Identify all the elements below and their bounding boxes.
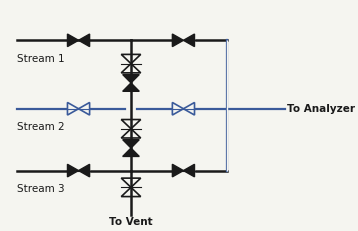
Polygon shape [123,148,139,156]
Text: Stream 2: Stream 2 [17,122,65,132]
Polygon shape [183,34,194,47]
Polygon shape [67,34,78,47]
Text: Stream 1: Stream 1 [17,54,65,64]
Text: Stream 3: Stream 3 [17,184,65,194]
Polygon shape [78,164,90,177]
Text: To Analyzer: To Analyzer [287,104,355,114]
Polygon shape [123,75,139,83]
Polygon shape [183,164,194,177]
Polygon shape [123,140,139,148]
Polygon shape [67,164,78,177]
Polygon shape [78,34,90,47]
Polygon shape [172,34,183,47]
Polygon shape [123,83,139,91]
Polygon shape [172,164,183,177]
Text: To Vent: To Vent [109,217,153,227]
